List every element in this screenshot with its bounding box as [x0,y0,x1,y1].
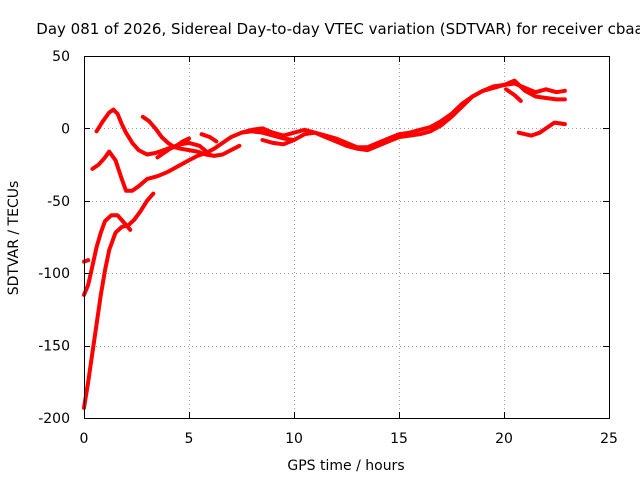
x-tick-label: 0 [80,431,89,447]
axes: 0 5 10 15 20 25 -200 -150 -100 -50 0 50 [38,49,618,447]
series-line-arc-12 [516,120,567,138]
chart-title: Day 081 of 2026, Sidereal Day-to-day VTE… [36,20,640,38]
x-tick-label: 5 [185,431,194,447]
series-line-arc-9 [239,81,567,150]
y-tick-label: -100 [38,266,70,282]
grid [84,56,609,418]
x-tick-label: 20 [495,431,513,447]
series-line-arc-1 [82,191,156,410]
y-tick-label: -150 [38,339,70,355]
series-line-arc-6 [140,114,242,158]
plot-frame [84,56,610,419]
series-line-arc-11 [504,87,523,103]
series-line-arc-7 [155,136,191,160]
y-tick-label: 50 [52,49,70,65]
x-axis-title: GPS time / hours [287,458,404,474]
y-tick-label: -200 [38,411,70,427]
y-tick-label: 0 [61,121,70,137]
series-line-arc-10 [260,78,567,153]
x-tick-label: 25 [600,431,618,447]
x-tick-label: 10 [285,431,303,447]
x-tick-label: 15 [390,431,408,447]
series-line-arc-5 [94,107,212,157]
series-line-arc-8 [199,132,219,144]
y-axis-title: SDTVAR / TECUs [6,181,22,296]
series-group [82,78,567,410]
series-line-arc-2 [82,213,133,297]
y-tick-label: -50 [47,194,70,210]
